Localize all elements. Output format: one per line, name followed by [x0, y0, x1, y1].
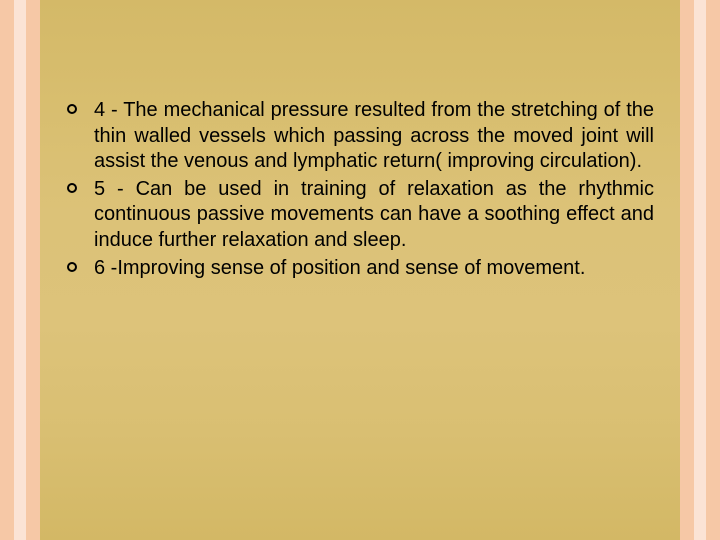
- bullet-icon: [66, 98, 94, 115]
- bullet-icon: [66, 177, 94, 194]
- content-area: 4 - The mechanical pressure resulted fro…: [66, 98, 654, 283]
- list-item-text: 4 - The mechanical pressure resulted fro…: [94, 98, 654, 175]
- stripe-inner-left: [26, 0, 40, 540]
- list-item-text: 6 -Improving sense of position and sense…: [94, 256, 654, 282]
- slide: 4 - The mechanical pressure resulted fro…: [0, 0, 720, 540]
- stripe-outer-right: [706, 0, 720, 540]
- stripe-mid-right: [694, 0, 706, 540]
- list-item: 5 - Can be used in training of relaxatio…: [66, 177, 654, 254]
- stripe-inner-right: [680, 0, 694, 540]
- bullet-icon: [66, 256, 94, 273]
- list-item: 6 -Improving sense of position and sense…: [66, 256, 654, 282]
- stripe-outer-left: [0, 0, 14, 540]
- list-item-text: 5 - Can be used in training of relaxatio…: [94, 177, 654, 254]
- stripe-mid-left: [14, 0, 26, 540]
- list-item: 4 - The mechanical pressure resulted fro…: [66, 98, 654, 175]
